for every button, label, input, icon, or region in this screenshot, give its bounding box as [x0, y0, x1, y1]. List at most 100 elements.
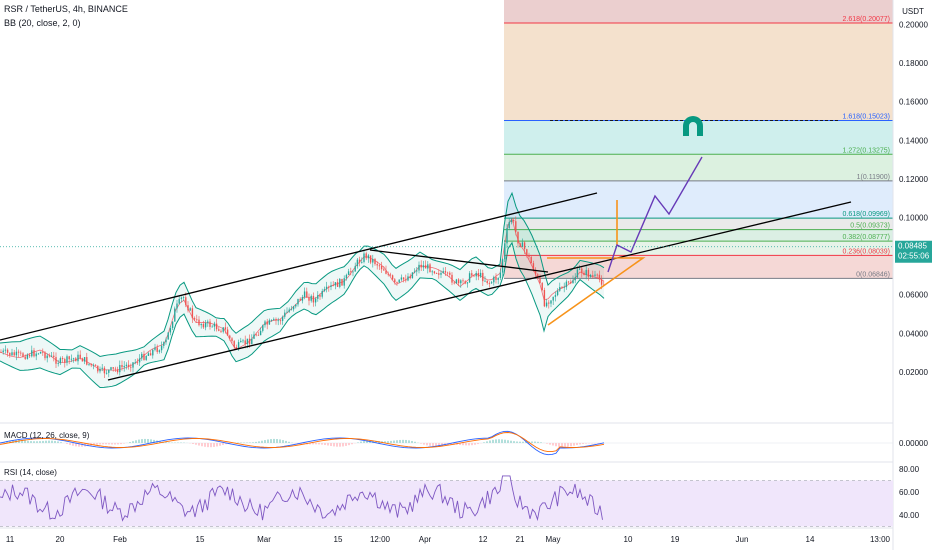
rsi-tick: 40.00	[899, 511, 920, 520]
candle	[251, 338, 253, 345]
macd-bar	[138, 439, 140, 443]
candle	[429, 264, 431, 273]
macd-bar	[57, 441, 59, 443]
candle	[46, 355, 48, 359]
candle	[198, 319, 200, 326]
price-tick: 0.06000	[899, 291, 928, 300]
candle	[451, 274, 453, 283]
candle	[246, 338, 249, 344]
fib-zone	[504, 154, 893, 181]
candle	[471, 273, 473, 276]
candle	[323, 289, 326, 291]
candle	[156, 347, 158, 352]
macd-bar	[426, 443, 428, 446]
macd-bar	[402, 439, 404, 443]
price-tick: 0.16000	[899, 98, 928, 107]
candle	[424, 265, 427, 269]
projection-path	[607, 156, 703, 273]
candle	[567, 281, 570, 283]
macd-bar	[522, 441, 524, 443]
macd-bar	[201, 443, 203, 447]
candle	[587, 269, 590, 277]
candle	[17, 351, 20, 353]
macd-bar	[141, 439, 143, 443]
macd-bar	[450, 443, 452, 445]
candle	[200, 323, 202, 326]
candle	[0, 352, 2, 353]
candle	[462, 280, 464, 282]
candle	[308, 297, 310, 301]
fib-label: 0(0.06846)	[856, 271, 890, 278]
candle	[378, 265, 381, 267]
time-tick: 12:00	[370, 535, 391, 544]
countdown-value: 02:55:06	[898, 252, 930, 261]
candle	[101, 367, 103, 369]
bb-indicator-label: BB (20, close, 2, 0)	[4, 18, 81, 28]
candle	[138, 358, 141, 363]
macd-bar	[411, 440, 413, 443]
macd-bar	[288, 441, 290, 443]
candle	[152, 349, 154, 356]
macd-bar	[342, 443, 344, 447]
candle	[4, 349, 7, 351]
candle	[303, 291, 306, 298]
candle	[457, 279, 460, 284]
macd-bar	[258, 441, 260, 443]
candle	[88, 363, 90, 365]
candle	[486, 280, 488, 283]
candle	[488, 282, 491, 284]
candle	[130, 366, 132, 368]
candle	[495, 277, 497, 280]
macd-bar	[471, 443, 473, 446]
macd-bar	[165, 442, 167, 443]
candle	[345, 274, 348, 279]
macd-bar	[375, 440, 377, 443]
macd-bar	[549, 443, 551, 445]
macd-bar	[108, 443, 110, 445]
macd-bar	[150, 439, 152, 443]
candle	[196, 319, 198, 321]
candle	[295, 304, 297, 307]
candle	[559, 286, 561, 291]
candle	[321, 290, 323, 297]
macd-bar	[153, 439, 155, 443]
candle	[160, 345, 163, 351]
time-tick: Jun	[736, 535, 749, 544]
macd-bar	[309, 443, 311, 445]
candle	[583, 272, 585, 276]
macd-bar	[129, 442, 131, 443]
macd-bar	[339, 443, 341, 447]
candle	[350, 271, 352, 273]
macd-bar	[132, 441, 134, 443]
macd-bar	[519, 441, 521, 443]
candle	[125, 364, 128, 366]
candle	[9, 352, 11, 356]
time-tick: 21	[516, 535, 525, 544]
macd-bar	[546, 443, 548, 444]
macd-bar	[363, 441, 365, 443]
candle	[435, 273, 438, 274]
candle	[255, 334, 257, 336]
candle	[453, 282, 455, 284]
candle	[26, 354, 29, 359]
candle	[123, 365, 125, 368]
candle	[215, 323, 218, 330]
candle	[504, 243, 506, 260]
candle	[460, 280, 462, 284]
macd-signal-line	[0, 432, 605, 453]
macd-bar	[27, 440, 29, 443]
candle	[244, 340, 246, 344]
price-tick: 0.12000	[899, 175, 928, 184]
candle	[213, 323, 216, 327]
candle	[330, 285, 332, 287]
macd-bar	[222, 443, 224, 445]
candle	[248, 338, 251, 345]
candle	[202, 323, 205, 328]
candle	[66, 356, 68, 363]
macd-bar	[69, 443, 71, 445]
fib-label: 1(0.11900)	[857, 174, 890, 181]
macd-bar	[255, 441, 257, 443]
macd-bar	[408, 440, 410, 443]
fib-zone	[504, 23, 893, 121]
